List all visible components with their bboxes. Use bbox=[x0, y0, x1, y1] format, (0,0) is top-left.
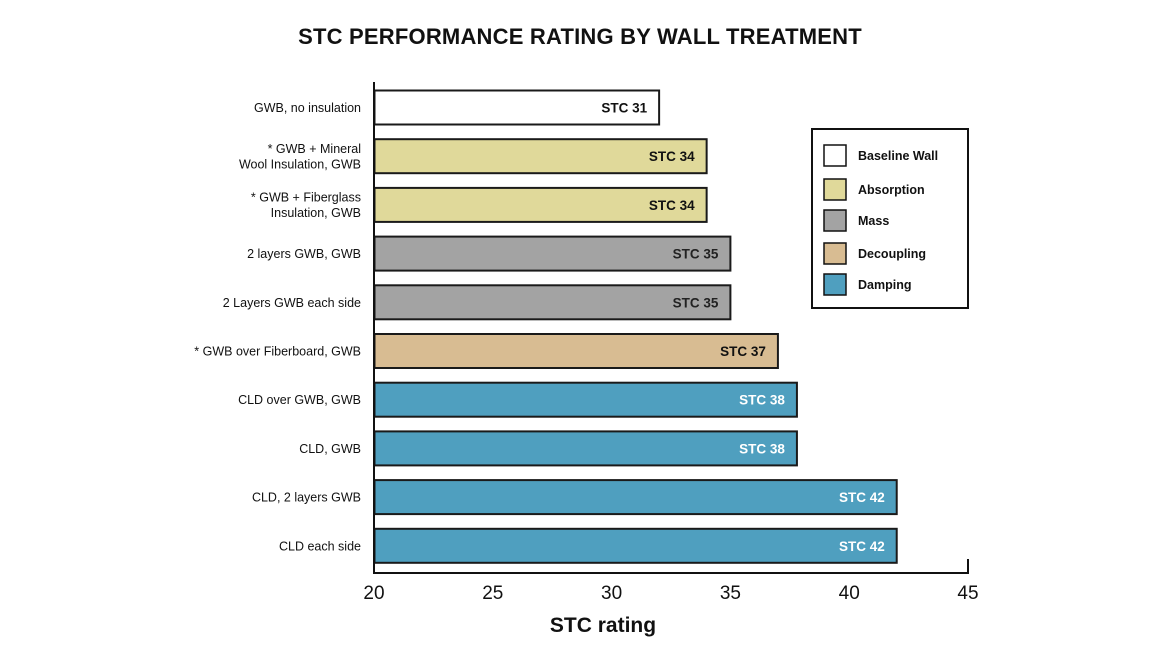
chart-title: STC PERFORMANCE RATING BY WALL TREATMENT bbox=[298, 24, 862, 49]
category-label-line: CLD, GWB bbox=[299, 442, 361, 456]
bar-value-label: STC 38 bbox=[739, 393, 785, 408]
legend-swatch-damping bbox=[823, 273, 847, 296]
x-tick-label: 40 bbox=[839, 583, 860, 604]
bar-value-label: STC 31 bbox=[601, 101, 647, 116]
x-axis-label: STC rating bbox=[550, 614, 656, 637]
category-label-line: 2 layers GWB, GWB bbox=[247, 247, 361, 261]
bar-value-label: STC 35 bbox=[673, 247, 719, 262]
legend-label-damping: Damping bbox=[858, 278, 911, 292]
category-label: CLD, GWB bbox=[299, 442, 361, 456]
legend-label-baseline: Baseline Wall bbox=[858, 149, 938, 163]
category-label: 2 layers GWB, GWB bbox=[247, 247, 361, 261]
legend-swatch-baseline bbox=[823, 144, 847, 167]
category-label: * GWB + Fiberglass Insulation, GWB bbox=[251, 191, 361, 221]
category-label-line: 2 Layers GWB each side bbox=[223, 296, 361, 310]
legend: Baseline Wall Absorption Mass Decoupling Dam… bbox=[811, 128, 969, 309]
bar-value-label: STC 34 bbox=[649, 198, 695, 213]
bar-4 bbox=[373, 235, 732, 272]
category-label: CLD, 2 layers GWB bbox=[252, 491, 361, 505]
x-tick-label: 25 bbox=[482, 583, 503, 604]
category-label-line: Wool Insulation, GWB bbox=[239, 157, 361, 171]
legend-swatch-decoupling bbox=[823, 242, 847, 265]
bars-layer: STC 31 STC 34 STC 34 STC 35 STC 35 STC 37 STC … bbox=[373, 89, 898, 564]
category-label: CLD each side bbox=[279, 539, 361, 553]
category-label: * GWB over Fiberboard, GWB bbox=[194, 345, 361, 359]
category-label-line: Insulation, GWB bbox=[271, 206, 361, 220]
category-labels: GWB, no insulation * GWB + Mineral Wool In… bbox=[194, 101, 361, 553]
bar-value-label: STC 34 bbox=[649, 149, 695, 164]
category-label-line: * GWB + Mineral bbox=[268, 142, 361, 156]
x-tick-label: 45 bbox=[957, 583, 978, 604]
bar-2 bbox=[373, 138, 708, 175]
legend-label-absorption: Absorption bbox=[858, 183, 925, 197]
x-axis: 20 25 30 35 40 45 bbox=[363, 82, 979, 604]
legend-label-decoupling: Decoupling bbox=[858, 247, 926, 261]
category-label: 2 Layers GWB each side bbox=[223, 296, 361, 310]
x-tick-label: 35 bbox=[720, 583, 741, 604]
category-label-line: CLD each side bbox=[279, 539, 361, 553]
legend-swatch-mass bbox=[823, 209, 847, 232]
legend-label-mass: Mass bbox=[858, 214, 889, 228]
category-label: CLD over GWB, GWB bbox=[238, 393, 361, 407]
bar-value-label: STC 35 bbox=[673, 295, 719, 310]
x-tick-label: 20 bbox=[363, 583, 384, 604]
bar-value-label: STC 42 bbox=[839, 539, 885, 554]
category-label-line: GWB, no insulation bbox=[254, 101, 361, 115]
category-label: GWB, no insulation bbox=[254, 101, 361, 115]
bar-10 bbox=[373, 527, 898, 564]
category-label-line: * GWB + Fiberglass bbox=[251, 191, 361, 205]
bar-8 bbox=[373, 430, 798, 467]
bar-value-label: STC 37 bbox=[720, 344, 766, 359]
legend-swatch-absorption bbox=[823, 178, 847, 201]
category-label-line: CLD, 2 layers GWB bbox=[252, 491, 361, 505]
category-label: * GWB + Mineral Wool Insulation, GWB bbox=[239, 142, 361, 172]
bar-value-label: STC 38 bbox=[739, 441, 785, 456]
bar-7 bbox=[373, 381, 798, 418]
bar-6 bbox=[373, 333, 779, 369]
category-label-line: CLD over GWB, GWB bbox=[238, 393, 361, 407]
category-label-line: * GWB over Fiberboard, GWB bbox=[194, 345, 361, 359]
bar-value-label: STC 42 bbox=[839, 490, 885, 505]
bar-9 bbox=[373, 479, 898, 516]
x-tick-label: 30 bbox=[601, 583, 622, 604]
bar-1 bbox=[373, 89, 661, 126]
